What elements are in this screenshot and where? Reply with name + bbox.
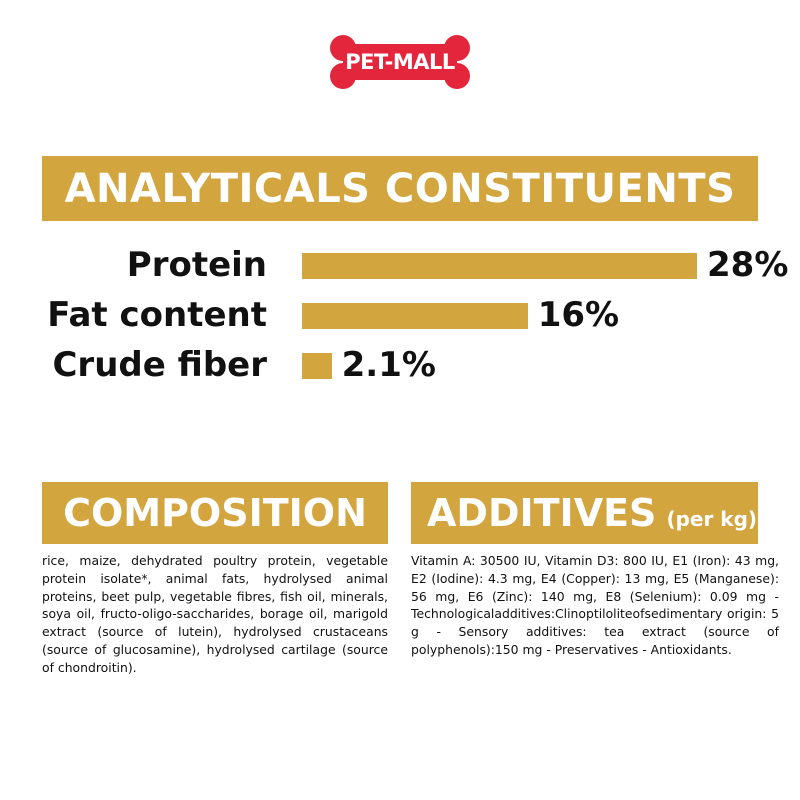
constituent-row-protein: Protein 28% [0,245,800,285]
analytical-constituents-heading: ANALYTICALS CONSTITUENTS [64,165,736,212]
composition-heading: COMPOSITION [63,491,367,535]
constituent-row-fat: Fat content 16% [0,295,800,335]
logo-text: PET-MALL [345,50,455,74]
constituent-bar-track [302,303,697,329]
constituent-value: 16% [537,295,620,335]
constituent-label: Crude fiber [52,345,267,385]
additives-text: Vitamin A: 30500 IU, Vitamin D3: 800 IU,… [411,553,779,657]
additives-unit: (per kg) [666,507,758,531]
constituent-bar-track [302,253,697,279]
constituent-row-fiber: Crude fiber 2.1% [0,345,800,385]
constituent-bar [302,253,697,279]
constituent-bar-track [302,353,697,379]
constituent-value: 28% [707,245,789,285]
pet-mall-logo: PET-MALL [329,32,471,92]
constituent-bar [302,353,332,379]
composition-text: rice, maize, dehydrated poultry protein,… [42,553,388,675]
additives-heading: ADDITIVES [427,491,657,535]
bone-logo-icon [330,35,470,89]
additives-banner: ADDITIVES (per kg) [411,482,758,544]
analytical-constituents-banner: ANALYTICALS CONSTITUENTS [42,156,758,221]
constituent-value: 2.1% [341,345,436,385]
composition-banner: COMPOSITION [42,482,388,544]
constituent-label: Protein [126,245,267,285]
constituent-label: Fat content [47,295,267,335]
constituent-bar [302,303,528,329]
